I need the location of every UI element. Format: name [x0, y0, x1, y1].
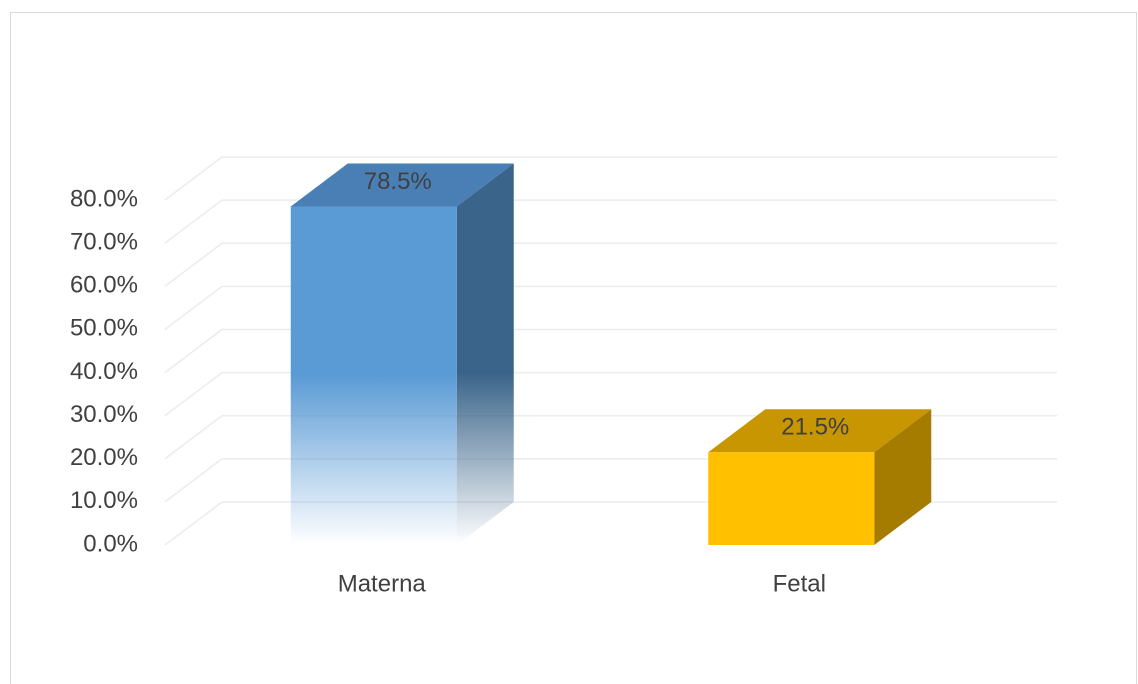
y-tick-label: 30.0% [70, 401, 138, 428]
x-tick-label: Fetal [773, 570, 826, 597]
y-tick-label: 20.0% [70, 444, 138, 471]
y-tick-label: 60.0% [70, 272, 138, 299]
y-tick-label: 50.0% [70, 315, 138, 342]
grid-side [164, 156, 223, 201]
data-label: 21.5% [781, 414, 849, 441]
bar-top [708, 409, 932, 453]
grid-side [164, 328, 223, 374]
y-tick-label: 0.0% [83, 530, 138, 557]
y-tick-label: 40.0% [70, 358, 138, 385]
bar-side [456, 163, 514, 545]
data-label: 78.5% [364, 168, 432, 195]
grid-side [164, 285, 223, 330]
bar-top [290, 163, 514, 207]
grid-side [164, 199, 223, 244]
grid-side [164, 458, 223, 503]
grid-side [164, 242, 223, 287]
grid-side [164, 501, 223, 546]
grid-side [164, 415, 223, 460]
bar [708, 452, 875, 545]
y-tick-label: 10.0% [70, 487, 138, 514]
bar [290, 206, 457, 545]
y-tick-label: 70.0% [70, 228, 138, 255]
chart-border [10, 12, 1137, 684]
grid-side [164, 372, 223, 417]
bar-side [874, 409, 932, 545]
x-tick-label: Materna [338, 570, 427, 597]
y-tick-label: 80.0% [70, 185, 138, 212]
